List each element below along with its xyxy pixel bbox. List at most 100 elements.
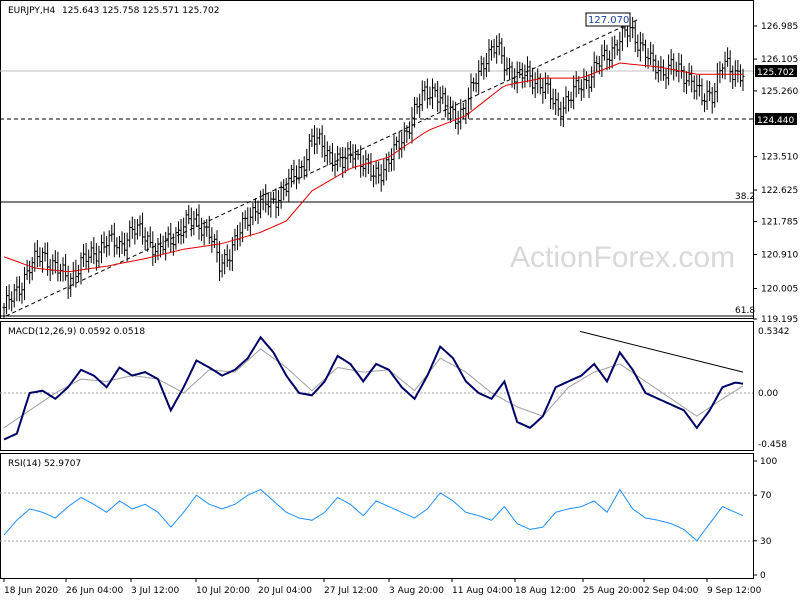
price-tick-label: 119.195 xyxy=(761,315,798,325)
ohlc-bar xyxy=(602,40,606,61)
ohlc-bar xyxy=(682,65,686,93)
ohlc-bar xyxy=(295,165,299,190)
ohlc-bar xyxy=(726,47,730,67)
ohlc-bar xyxy=(549,78,553,110)
ohlc-bar xyxy=(141,212,145,245)
ohlc-bar xyxy=(395,136,399,150)
ohlc-bar xyxy=(705,80,709,110)
ohlc-bar xyxy=(248,207,252,237)
ohlc-bar xyxy=(613,35,617,60)
ohlc-bar xyxy=(723,51,727,80)
rsi-header: RSI(14) 52.9707 xyxy=(8,459,81,469)
ohlc-bar xyxy=(223,249,227,275)
ohlc-bar xyxy=(536,68,540,94)
ohlc-bar xyxy=(418,93,422,119)
ohlc-bar xyxy=(35,239,39,268)
ohlc-bar xyxy=(230,237,234,272)
ohlc-bar xyxy=(695,75,699,100)
ohlc-bar xyxy=(507,58,511,80)
ohlc-bar xyxy=(277,190,281,216)
ohlc-bar xyxy=(567,90,571,112)
ohlc-bar xyxy=(495,35,499,64)
ohlc-bar xyxy=(338,147,342,168)
ohlc-bar xyxy=(502,46,506,82)
time-tick-label: 26 Jun 04:00 xyxy=(66,586,123,596)
ohlc-bar xyxy=(469,73,473,110)
ohlc-bar xyxy=(441,85,445,105)
ohlc-bar xyxy=(446,95,450,121)
ohlc-bar xyxy=(297,159,301,184)
ohlc-bar xyxy=(110,224,114,242)
ohlc-bar xyxy=(10,291,14,312)
ohlc-bar xyxy=(74,259,78,288)
ohlc-bar xyxy=(312,125,316,155)
ohlc-bar xyxy=(20,282,24,304)
ohlc-bar xyxy=(225,244,229,268)
ohlc-bar xyxy=(451,100,455,120)
ohlc-bar xyxy=(564,86,568,114)
ohlc-bar xyxy=(528,60,532,88)
ohlc-bar xyxy=(161,235,165,255)
ohlc-bar xyxy=(92,237,96,265)
time-tick-label: 20 Jul 04:00 xyxy=(258,586,312,596)
ohlc-bar xyxy=(474,73,478,93)
ohlc-bar xyxy=(431,78,435,110)
price-panel xyxy=(0,0,754,319)
ohlc-bar xyxy=(279,181,283,209)
price-tick-label: 120.005 xyxy=(761,285,798,295)
ohlc-bar xyxy=(718,61,722,84)
current-price-label: 125.702 xyxy=(757,68,794,78)
ohlc-bar xyxy=(330,142,334,172)
ohlc-bar xyxy=(28,260,32,284)
ohlc-bar xyxy=(102,231,106,254)
ohlc-bar xyxy=(354,144,358,170)
rsi-panel xyxy=(0,453,754,579)
ohlc-bar xyxy=(633,21,637,53)
ohlc-bar xyxy=(261,188,265,211)
watermark: ActionForex.com xyxy=(510,241,735,274)
ohlc-bar xyxy=(307,133,311,171)
ohlc-bar xyxy=(361,155,365,177)
time-tick-label: 27 Jul 12:00 xyxy=(324,586,378,596)
ohlc-bar xyxy=(105,235,109,258)
ohlc-bar xyxy=(179,218,183,245)
ohlc-bar xyxy=(397,131,401,160)
ohlc-bar xyxy=(618,31,622,61)
ohlc-bar xyxy=(169,222,173,253)
ohlc-bar xyxy=(472,77,476,92)
ohlc-bar xyxy=(66,265,70,299)
ohlc-bar xyxy=(713,83,717,108)
ohlc-bar xyxy=(454,101,458,130)
ohlc-bar xyxy=(187,205,191,225)
ohlc-bar xyxy=(318,128,322,145)
ohlc-bar xyxy=(595,55,599,73)
ohlc-bar xyxy=(184,209,188,239)
rsi-line xyxy=(3,488,744,542)
ohlc-bars xyxy=(2,16,745,319)
ohlc-bar xyxy=(582,68,586,99)
ohlc-bar xyxy=(559,101,563,127)
high-label-box xyxy=(585,12,631,27)
ohlc-bar xyxy=(382,159,386,186)
ohlc-bar xyxy=(159,233,163,258)
ohlc-bar xyxy=(12,283,16,308)
ohlc-bar xyxy=(289,164,293,188)
ohlc-bar xyxy=(292,159,296,185)
ohlc-bar xyxy=(192,210,196,236)
ohlc-bar xyxy=(490,40,494,61)
ohlc-bar xyxy=(351,144,355,169)
ohlc-bar xyxy=(176,221,180,244)
ohlc-bar xyxy=(79,252,83,285)
ohlc-bar xyxy=(497,33,501,56)
ohlc-bar xyxy=(600,44,604,78)
ohlc-bar xyxy=(584,71,588,90)
time-axis: 18 Jun 2020 26 Jun 04:00 3 Jul 12:00 10 Jul… xyxy=(3,578,762,596)
ohlc-bar xyxy=(641,33,645,52)
macd-panel xyxy=(0,321,754,451)
ohlc-bar xyxy=(51,254,55,275)
rsi-tick-label: 30 xyxy=(760,537,772,547)
ohlc-bar xyxy=(667,54,671,86)
ohlc-bar xyxy=(420,80,424,111)
ohlc-bar xyxy=(389,148,393,172)
ohlc-bar xyxy=(25,259,29,281)
